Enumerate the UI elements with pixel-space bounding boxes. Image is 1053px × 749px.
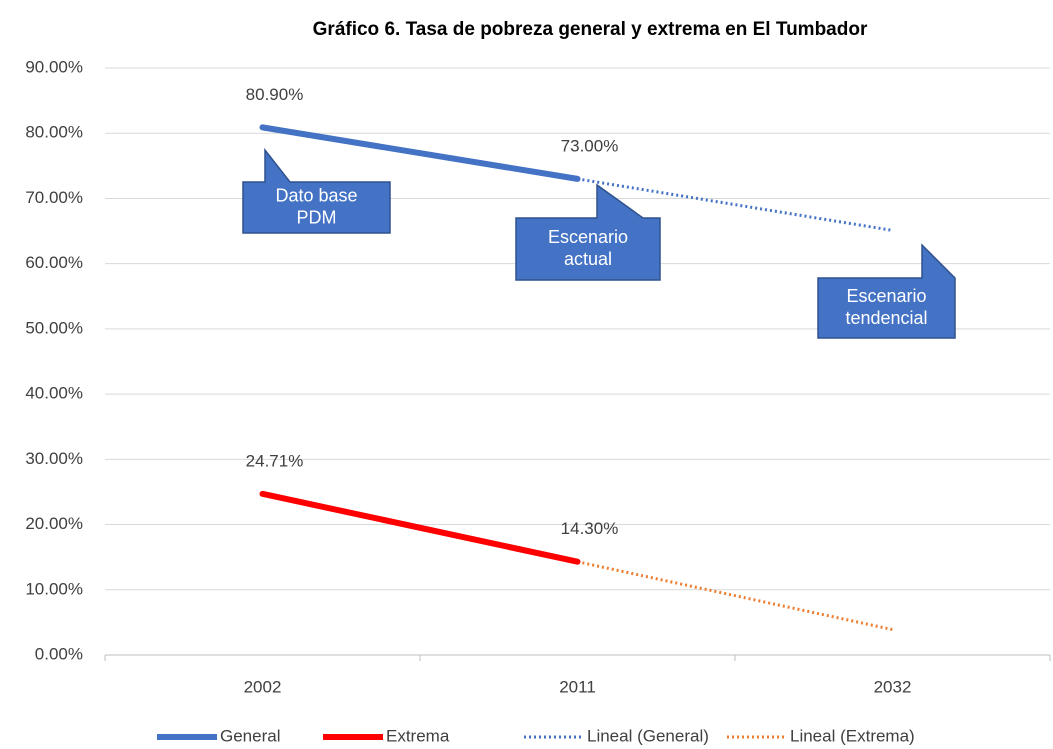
data-label: 73.00% xyxy=(561,136,619,155)
data-label: 80.90% xyxy=(246,85,304,104)
y-tick-label: 80.00% xyxy=(25,123,83,142)
y-tick-label: 50.00% xyxy=(25,318,83,337)
callout-text: PDM xyxy=(297,207,337,227)
data-label: 14.30% xyxy=(561,519,619,538)
y-tick-label: 90.00% xyxy=(25,57,83,76)
callout-text: Dato base xyxy=(275,185,357,205)
legend-label: Lineal (General) xyxy=(587,726,709,745)
series-line xyxy=(577,560,893,632)
chart-title: Gráfico 6. Tasa de pobreza general y ext… xyxy=(313,19,868,40)
callout-shape xyxy=(242,147,391,234)
x-tick-label: 2032 xyxy=(874,677,912,696)
y-tick-label: 40.00% xyxy=(25,384,83,403)
x-tick-label: 2002 xyxy=(244,677,282,696)
callout-shape xyxy=(817,243,956,339)
y-tick-label: 70.00% xyxy=(25,188,83,207)
y-tick-label: 30.00% xyxy=(25,449,83,468)
y-tick-label: 60.00% xyxy=(25,253,83,272)
legend-label: Lineal (Extrema) xyxy=(790,726,915,745)
data-label: 24.71% xyxy=(246,451,304,470)
y-tick-label: 0.00% xyxy=(35,644,83,663)
series-line xyxy=(259,124,581,182)
callout-text: Escenario xyxy=(548,227,628,247)
y-tick-label: 10.00% xyxy=(25,579,83,598)
callout-shape xyxy=(515,183,661,281)
x-tick-label: 2011 xyxy=(559,677,596,696)
callout-text: actual xyxy=(564,249,612,269)
callout-text: tendencial xyxy=(845,308,927,328)
legend-label: General xyxy=(220,726,280,745)
legend-label: Extrema xyxy=(386,726,450,745)
callout-text: Escenario xyxy=(846,286,926,306)
series-line xyxy=(259,490,581,565)
y-tick-label: 20.00% xyxy=(25,514,83,533)
series-line xyxy=(577,177,893,232)
